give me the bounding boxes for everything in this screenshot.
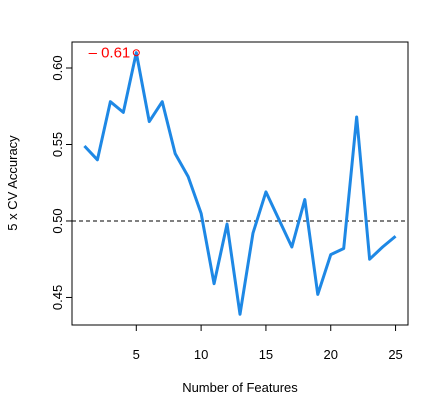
x-tick-label: 20	[324, 347, 338, 362]
x-tick-label: 25	[388, 347, 402, 362]
y-axis-label: 5 x CV Accuracy	[5, 135, 20, 231]
data-line	[83, 51, 397, 316]
y-tick-label: 0.55	[50, 132, 65, 157]
y-tick-label: 0.60	[50, 55, 65, 80]
y-tick-label: 0.45	[50, 285, 65, 310]
highlight-point	[132, 49, 140, 57]
x-tick-label: 10	[194, 347, 208, 362]
annotation: – 0.61	[89, 45, 131, 62]
y-tick-label: 0.50	[50, 208, 65, 233]
x-axis-label: Number of Features	[182, 380, 298, 395]
x-tick-label: 15	[259, 347, 273, 362]
x-tick-label: 5	[133, 347, 140, 362]
plot-frame	[71, 41, 409, 326]
